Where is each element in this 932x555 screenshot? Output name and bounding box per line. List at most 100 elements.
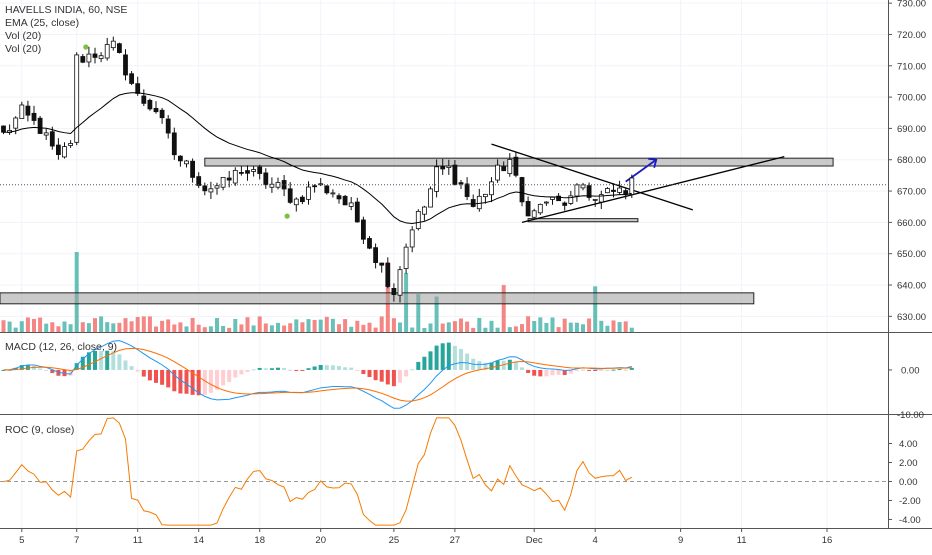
small-support-zone[interactable] — [527, 218, 639, 223]
volume-bar — [422, 327, 427, 332]
candle — [476, 195, 482, 210]
candle — [37, 117, 43, 134]
breakout-arrow-head[interactable] — [648, 157, 658, 168]
candle — [31, 112, 37, 121]
macd-histogram-bar — [251, 369, 256, 371]
macd-histogram-bar — [80, 356, 85, 370]
volume-bar — [19, 321, 24, 332]
price-axis-label: 730.00 — [897, 0, 926, 10]
candle — [25, 105, 31, 116]
volume-bar — [141, 316, 146, 332]
volume-bar — [507, 327, 512, 332]
macd-histogram-bar — [562, 369, 567, 376]
macd-histogram-bar — [361, 369, 366, 375]
volume-bar — [367, 322, 372, 332]
time-axis-label: 7 — [74, 535, 79, 546]
volume-bar — [202, 327, 207, 332]
macd-histogram-bar — [544, 369, 549, 377]
candle — [92, 53, 98, 58]
candle — [318, 183, 324, 186]
volume-bar — [160, 320, 165, 332]
volume-bar — [562, 318, 567, 332]
price-axis-label: 720.00 — [897, 30, 926, 41]
macd-histogram-bar — [367, 369, 372, 378]
macd-histogram-bar — [19, 365, 24, 370]
volume-indicator-label-1[interactable]: Vol (20) — [5, 30, 42, 42]
ema-indicator-label[interactable]: EMA (25, close) — [5, 17, 80, 29]
macd-histogram-bar — [343, 367, 348, 370]
drawings[interactable] — [0, 143, 834, 305]
macd-histogram-bar — [337, 366, 341, 370]
candle — [367, 238, 372, 249]
volume-bar — [337, 324, 341, 332]
macd-histogram-bar — [233, 369, 238, 378]
support-zone[interactable] — [0, 292, 755, 305]
macd-histogram-bar — [215, 369, 219, 390]
volume-bar — [599, 320, 604, 332]
roc-indicator-label[interactable]: ROC (9, close) — [5, 424, 75, 436]
macd-histogram-bar — [513, 361, 518, 370]
triangle-lower-trendline[interactable] — [521, 155, 785, 224]
macd-histogram-bar — [617, 369, 622, 371]
candle — [43, 132, 49, 136]
volume-bar — [227, 327, 232, 332]
macd-histogram-bar — [123, 360, 128, 370]
volume-bar — [318, 319, 323, 332]
candle — [153, 107, 159, 113]
volume-bar — [294, 319, 299, 332]
volume-bar — [184, 326, 189, 332]
candle — [342, 195, 348, 206]
candle — [202, 185, 208, 192]
volume-bar — [215, 318, 219, 332]
candle — [379, 262, 385, 266]
candle — [562, 202, 568, 206]
macd-histogram-bar — [434, 345, 439, 370]
macd-histogram-bar — [141, 369, 146, 377]
candle — [464, 183, 470, 197]
volume-indicator-label-2[interactable]: Vol (20) — [5, 43, 42, 55]
candle — [49, 131, 55, 147]
candle — [409, 229, 415, 248]
volume-bar — [391, 318, 396, 332]
volume-bar — [520, 324, 524, 332]
candle — [354, 201, 360, 223]
candle — [147, 99, 153, 110]
macd-histogram-bar — [13, 367, 18, 370]
candle — [220, 176, 226, 188]
candle — [141, 95, 147, 104]
candle — [385, 262, 391, 287]
volume-bar — [147, 316, 152, 332]
volume-bar — [117, 322, 122, 332]
candle — [531, 210, 537, 218]
candle — [391, 287, 397, 296]
macd-histogram-bar — [330, 365, 335, 370]
macd-histogram-bar — [202, 369, 207, 395]
volume-bar — [221, 325, 226, 332]
macd-histogram-bar — [282, 368, 287, 370]
price-axis: 730.00 720.00 710.00 700.00 690.00 680.00 670.… — [888, 0, 926, 323]
volume-bar — [172, 324, 177, 332]
volume-bar — [239, 324, 244, 332]
volume-bar — [208, 326, 213, 332]
candle — [324, 185, 330, 194]
volume-bar — [288, 323, 293, 332]
resistance-zone[interactable] — [204, 157, 834, 167]
volume-bar — [349, 326, 354, 332]
macd-histogram-bar — [227, 369, 232, 382]
volume-bar — [44, 323, 49, 332]
macd-histogram-bar — [581, 369, 585, 371]
roc-axis-label: -2.00 — [899, 496, 921, 507]
time-axis-label: 20 — [315, 535, 326, 546]
triangle-upper-trendline[interactable] — [491, 143, 694, 211]
symbol-title[interactable]: HAVELLS INDIA, 60, NSE — [5, 4, 128, 16]
candle — [519, 177, 525, 203]
candle — [336, 195, 342, 200]
price-axis-label: 660.00 — [897, 218, 926, 229]
macd-indicator-label[interactable]: MACD (12, 26, close, 9) — [5, 341, 118, 353]
volume-bar — [617, 322, 622, 332]
candle — [605, 188, 610, 194]
macd-histogram-bar — [68, 369, 73, 376]
time-axis-label: 9 — [678, 535, 683, 546]
